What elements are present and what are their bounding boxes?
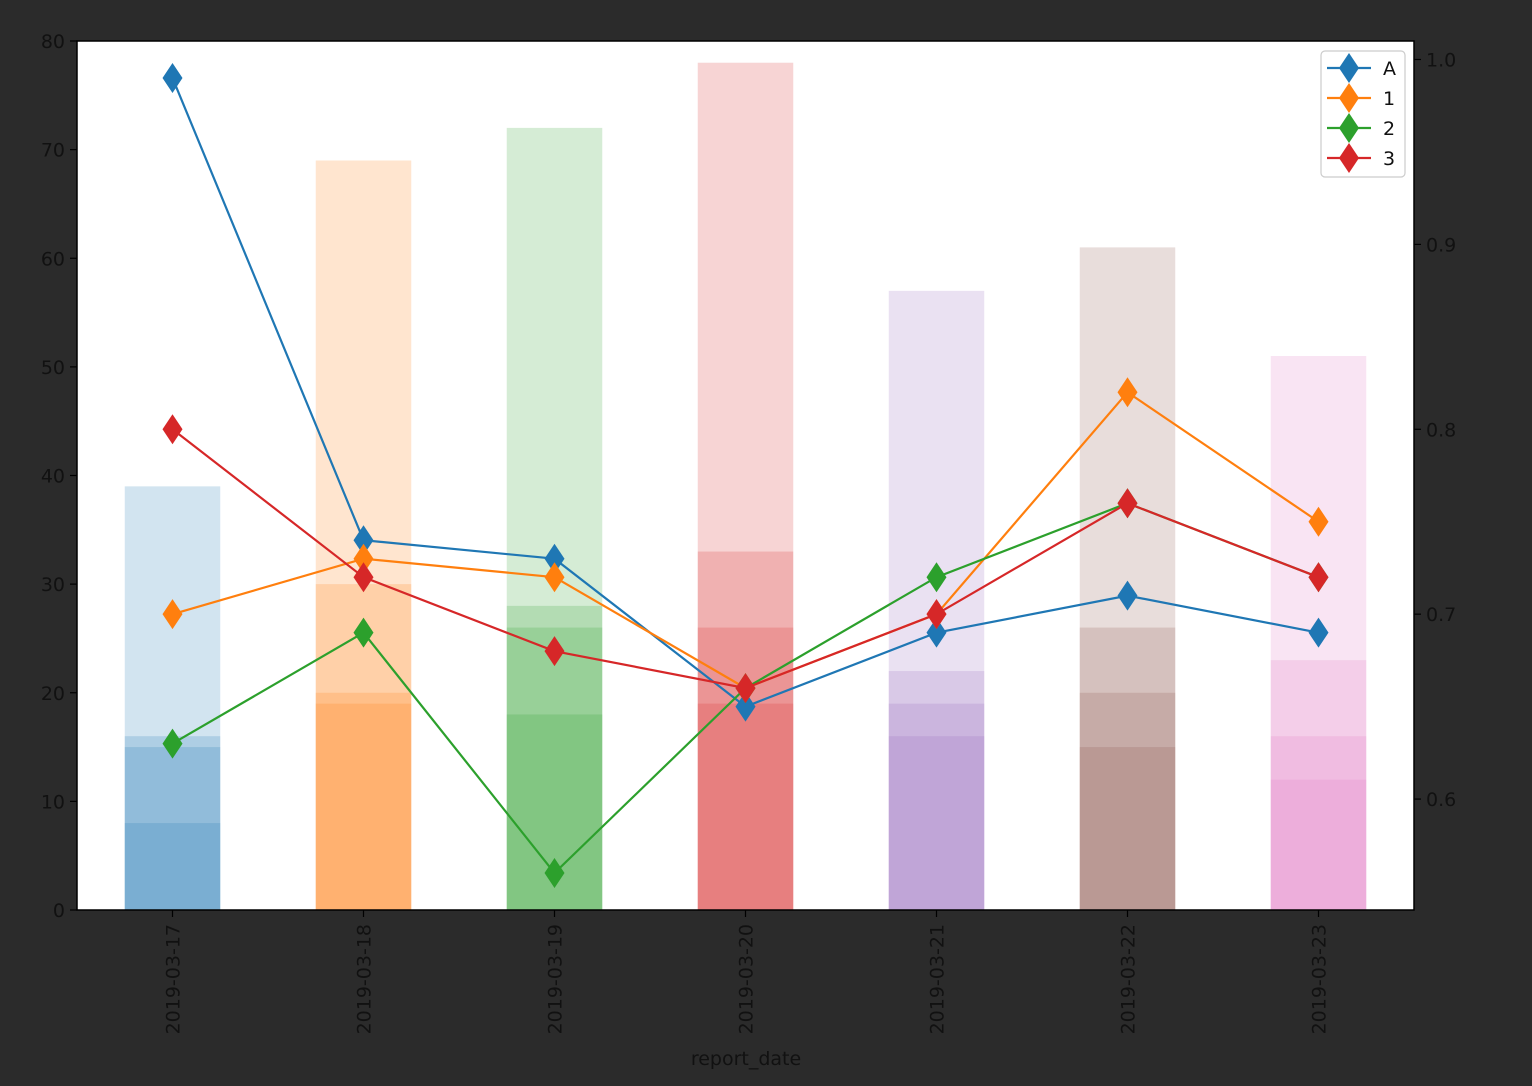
legend: A 1 2 3	[1320, 50, 1406, 178]
series-point-2-2019-03-21	[926, 562, 947, 593]
series-point-3-2019-03-18	[353, 562, 374, 593]
x-tick-label: 2019-03-18	[354, 924, 376, 1034]
x-tick-label: 2019-03-23	[1309, 924, 1331, 1034]
left-tick-label: 30	[41, 574, 65, 596]
bar-2019-03-17-layer-1	[124, 736, 221, 910]
series-point-1-2019-03-22	[1117, 377, 1138, 408]
series-point-2-2019-03-17	[162, 728, 183, 759]
bar-group	[124, 62, 1367, 911]
left-tick-label: 50	[41, 357, 65, 379]
bar-2019-03-22-layer-3	[1079, 747, 1176, 910]
left-tick-label: 10	[41, 791, 65, 813]
left-tick-label: 60	[41, 248, 65, 270]
bar-2019-03-18-layer-3	[315, 703, 412, 910]
series-point-A-2019-03-18	[353, 525, 374, 556]
bar-2019-03-20-layer-0	[697, 62, 794, 911]
bar-2019-03-23-layer-3	[1270, 779, 1367, 910]
x-tick-label: 2019-03-21	[927, 924, 949, 1034]
bar-2019-03-17-layer-0	[124, 486, 221, 910]
legend-label-3: 3	[1383, 148, 1395, 170]
series-point-A-2019-03-21	[926, 617, 947, 648]
bar-2019-03-22-layer-1	[1079, 627, 1176, 910]
bar-2019-03-20-layer-1	[697, 551, 794, 910]
x-tick-label: 2019-03-22	[1118, 924, 1140, 1034]
series-point-3-2019-03-19	[544, 636, 565, 667]
legend-label-A: A	[1383, 58, 1396, 80]
bar-2019-03-21-layer-1	[888, 671, 985, 910]
x-axis: 2019-03-17 2019-03-18 2019-03-19 2019-03-20…	[163, 910, 1331, 1034]
plot-area	[77, 41, 1414, 910]
legend-marker-3	[1339, 143, 1359, 173]
bar-2019-03-17-layer-2	[124, 747, 221, 910]
bar-2019-03-18-layer-2	[315, 692, 412, 910]
legend-label-1: 1	[1383, 88, 1395, 110]
series-point-3-2019-03-20	[735, 673, 756, 704]
series-point-A-2019-03-17	[162, 62, 183, 93]
series-point-1-2019-03-17	[162, 599, 183, 630]
series-point-2-2019-03-18	[353, 617, 374, 648]
left-tick-label: 70	[41, 140, 65, 162]
right-tick-label: 0.9	[1426, 234, 1456, 256]
legend-marker-1	[1339, 83, 1359, 113]
bar-2019-03-23-layer-1	[1270, 660, 1367, 910]
series-point-3-2019-03-22	[1117, 488, 1138, 519]
left-tick-label: 80	[41, 31, 65, 53]
series-point-3-2019-03-23	[1308, 562, 1329, 593]
right-tick-label: 0.8	[1426, 419, 1456, 441]
x-tick-label: 2019-03-19	[545, 924, 567, 1034]
bar-2019-03-21-layer-2	[888, 703, 985, 910]
bar-2019-03-20-layer-3	[697, 703, 794, 910]
left-tick-label: 40	[41, 466, 65, 488]
right-y-axis: 0.6 0.7 0.8 0.9 1.0	[1414, 49, 1456, 811]
left-tick-label: 20	[41, 683, 65, 705]
series-point-A-2019-03-19	[544, 543, 565, 574]
right-tick-label: 0.6	[1426, 789, 1456, 811]
bar-2019-03-19-layer-0	[506, 127, 603, 910]
series-point-A-2019-03-23	[1308, 617, 1329, 648]
series-point-2-2019-03-19	[544, 858, 565, 889]
legend-box	[1320, 50, 1406, 178]
x-axis-title: report_date	[691, 1048, 801, 1070]
bar-2019-03-23-layer-2	[1270, 736, 1367, 910]
left-y-axis: 0 10 20 30 40 50 60 70 80	[41, 31, 77, 922]
series-point-1-2019-03-23	[1308, 506, 1329, 537]
series-point-1-2019-03-18	[353, 543, 374, 574]
x-tick-label: 2019-03-20	[736, 924, 758, 1034]
series-point-3-2019-03-21	[926, 599, 947, 630]
bar-2019-03-22-layer-2	[1079, 692, 1176, 910]
series-point-1-2019-03-19	[544, 562, 565, 593]
x-tick-label: 2019-03-17	[163, 924, 185, 1034]
line-series-group	[162, 62, 1329, 889]
left-tick-label: 0	[53, 900, 65, 922]
bar-2019-03-21-layer-3	[888, 736, 985, 910]
right-tick-label: 1.0	[1426, 49, 1456, 71]
series-point-A-2019-03-22	[1117, 580, 1138, 611]
bar-2019-03-22-layer-0	[1079, 247, 1176, 910]
legend-marker-A	[1339, 53, 1359, 83]
right-tick-label: 0.7	[1426, 604, 1456, 626]
bar-2019-03-17-layer-3	[124, 823, 221, 910]
series-point-3-2019-03-17	[162, 414, 183, 445]
series-point-A-2019-03-20	[735, 691, 756, 722]
legend-marker-2	[1339, 113, 1359, 143]
legend-label-2: 2	[1383, 118, 1395, 140]
